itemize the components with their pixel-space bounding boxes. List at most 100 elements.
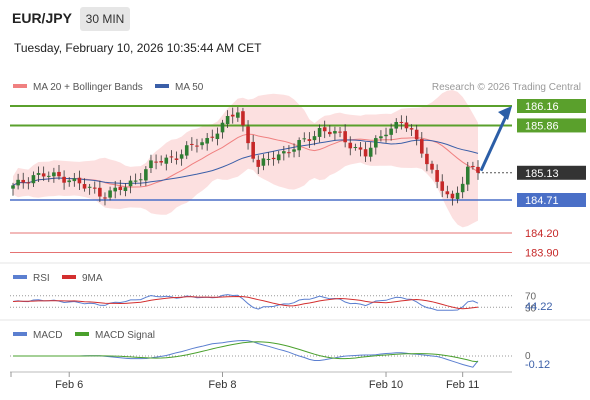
candle-body [409, 128, 414, 130]
candle [328, 125, 332, 137]
candlesticks [11, 106, 512, 206]
bollinger-bands [13, 90, 478, 228]
candle-body [353, 147, 358, 149]
candle-body [230, 114, 235, 117]
macd-legend-label: MACD [33, 330, 62, 341]
candle [179, 149, 184, 166]
candle-body [322, 127, 327, 132]
candle [246, 120, 250, 150]
candle-body [133, 180, 138, 182]
candle [374, 135, 378, 155]
rsi-ma-legend-swatch [62, 275, 76, 279]
candle-body [225, 115, 230, 125]
candle [118, 179, 123, 196]
projection-arrow-shaft [479, 113, 509, 172]
macd-signal-line [13, 341, 479, 363]
candle-body [57, 171, 61, 177]
candle [138, 172, 143, 187]
candle [368, 141, 373, 162]
candle [200, 138, 204, 150]
candle [169, 150, 174, 164]
rsi-ma-legend-label: 9MA [82, 273, 103, 284]
macd-legend-swatch [13, 332, 27, 336]
candle [266, 152, 271, 166]
candle-body [77, 177, 82, 184]
candle [123, 183, 128, 197]
candle [195, 138, 199, 153]
candle-body [169, 156, 174, 158]
candle-body [246, 126, 250, 144]
candle-body [384, 134, 388, 137]
candle-body [16, 179, 20, 186]
candle-body [159, 161, 163, 163]
candle-body [21, 179, 26, 183]
candle [292, 143, 296, 158]
candle [230, 107, 235, 124]
candle-body [11, 185, 15, 189]
candle-body [220, 122, 225, 133]
candle [225, 110, 230, 128]
candle [113, 181, 117, 199]
candle-body [266, 158, 271, 160]
candle-body [317, 127, 322, 137]
candle-body [471, 165, 475, 167]
candle-body [343, 131, 347, 143]
candle [36, 166, 41, 183]
candle [317, 124, 322, 143]
resistance-label-1: 186.16 [517, 99, 586, 113]
rsi-ma-line [12, 295, 479, 310]
candle-body [72, 178, 77, 182]
candle-body [123, 187, 128, 192]
candle [322, 120, 327, 139]
candle [210, 129, 215, 142]
x-axis: Feb 6 Feb 8 Feb 10 Feb 11 [10, 372, 479, 391]
candle-body [419, 139, 424, 154]
candle-body [394, 121, 399, 129]
candle [389, 123, 393, 141]
candle-body [348, 142, 353, 149]
candle [256, 155, 261, 174]
candle [399, 115, 404, 130]
candle-body [52, 172, 56, 177]
candle [276, 150, 281, 164]
candle [404, 115, 409, 132]
candle [287, 145, 291, 158]
candle-body [236, 112, 240, 118]
candle [261, 154, 266, 171]
bollinger-band-area [13, 90, 478, 228]
candle-body [190, 143, 194, 145]
rsi-level-label-1: 70 [525, 292, 537, 303]
candle [52, 167, 56, 183]
support-label: 184.71 [517, 193, 586, 207]
resistance-label-2: 185.86 [517, 118, 586, 133]
candle [358, 141, 363, 157]
credit-text: Research © 2026 Trading Central [432, 82, 581, 93]
macd-zero-label: 0 [525, 351, 531, 362]
timeframe-badge[interactable]: 30 MIN [80, 7, 130, 31]
candle [87, 183, 92, 195]
candle-body [435, 170, 439, 182]
moving-averages [12, 133, 479, 188]
candle [363, 142, 368, 163]
candle-body [425, 153, 429, 165]
target-label-1: 184.20 [525, 228, 559, 240]
candle [205, 132, 209, 151]
candle [16, 173, 20, 190]
candle-body [271, 157, 276, 160]
candle [409, 124, 414, 137]
candle [440, 174, 445, 198]
candle [41, 166, 46, 181]
candle-body [445, 191, 450, 195]
candle-body [67, 180, 72, 183]
candle-body [62, 176, 66, 183]
candle [92, 181, 97, 194]
ma50-line [12, 139, 479, 186]
candle-body [399, 121, 404, 123]
candle [241, 107, 245, 132]
candle [190, 137, 194, 151]
candle [21, 172, 26, 189]
macd-signal-legend-label: MACD Signal [95, 330, 155, 341]
candle-body [338, 131, 342, 133]
